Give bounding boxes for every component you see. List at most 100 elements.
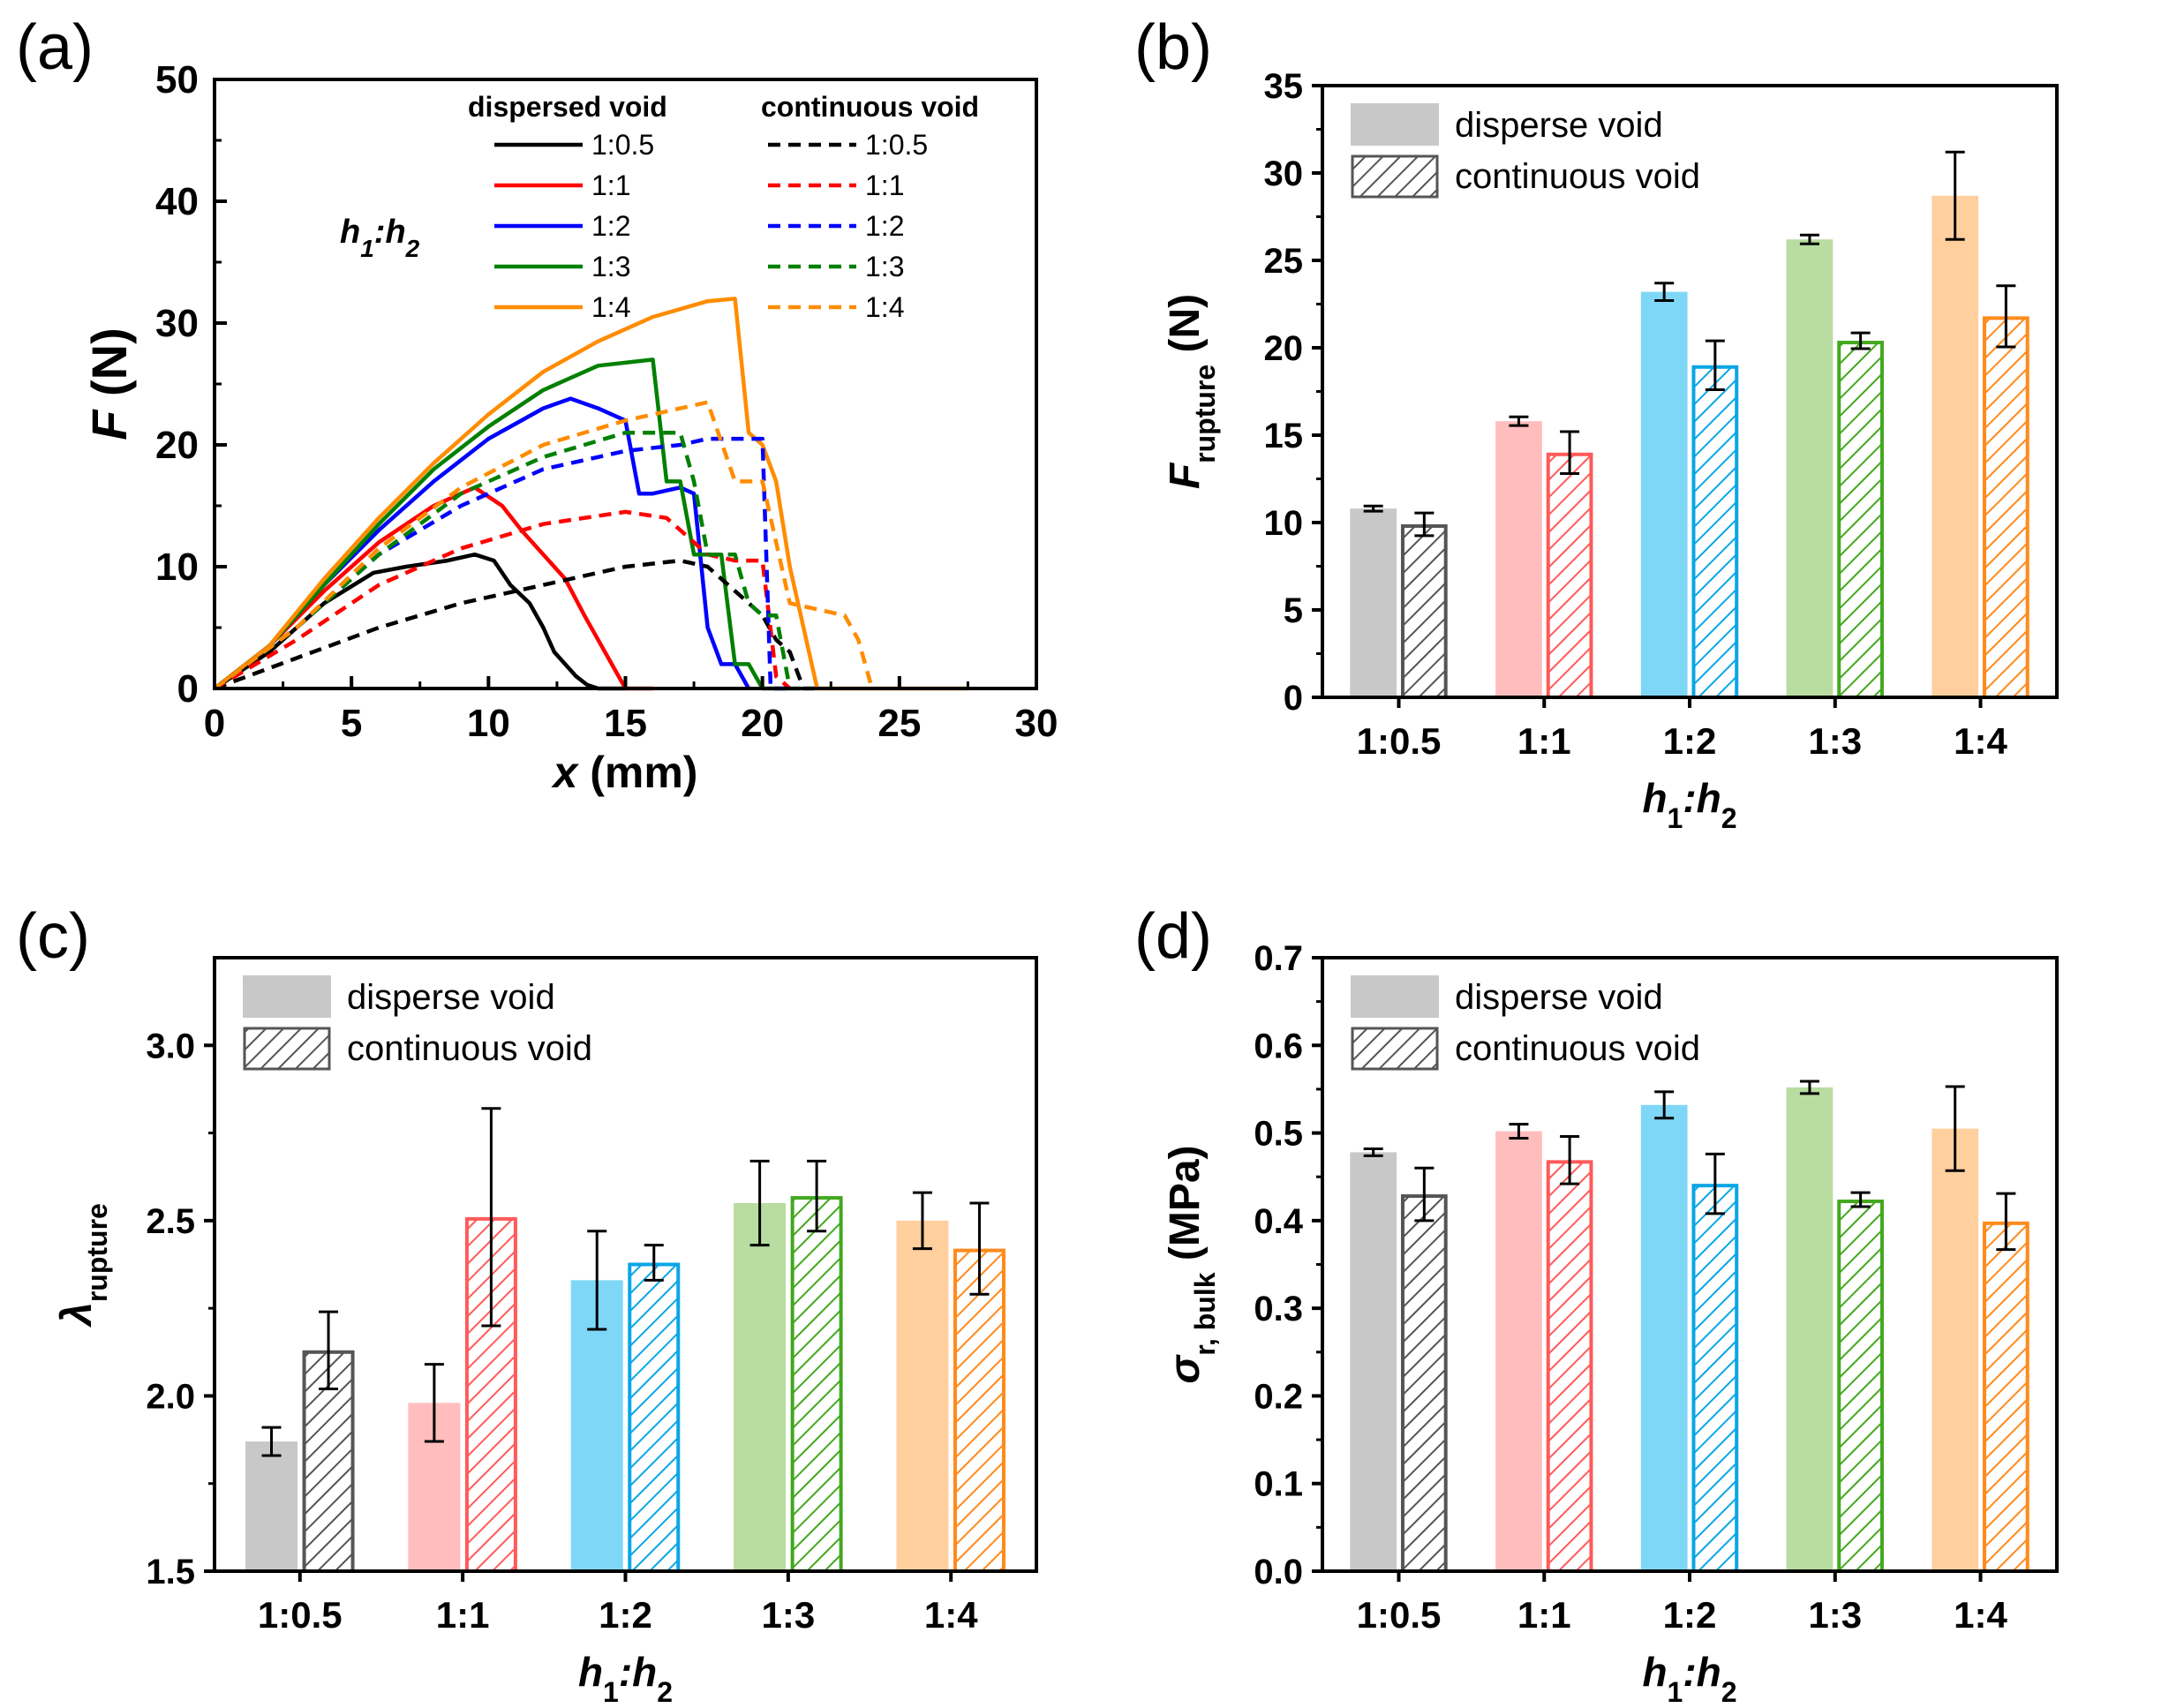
bar-disperse-1-2 [1640, 291, 1688, 697]
legend-title-part: :h [374, 214, 406, 251]
x-tick-label: 20 [741, 702, 784, 745]
legend-label: 1:4 [865, 291, 904, 323]
series-line-continuous-1-3 [213, 430, 804, 691]
x-axis-label-part: :h [1683, 1649, 1721, 1695]
x-axis-label-unit: (mm) [577, 748, 697, 797]
x-axis-label: h1:h2 [1642, 775, 1736, 834]
bar-continuous-1-4 [953, 1248, 1005, 1573]
x-axis-label-part: :h [1683, 775, 1721, 821]
y-axis-label-unit: (MPa) [1162, 1145, 1209, 1272]
chart-d: 1:0.5 1:1 1:2 1:3 1:4 0.0 0.1 0.2 0.3 0.4 0.5 0.6 0.… [1162, 939, 2059, 1708]
legend-label: 1:0.5 [591, 129, 654, 161]
legend-label: 1:2 [865, 210, 904, 242]
x-tick-label: 1:1 [1518, 1594, 1571, 1636]
y-axis-label-unit: (N) [81, 327, 137, 410]
bar-disperse-1-0-5 [245, 1441, 298, 1571]
x-tick-label: 1:0.5 [1357, 1594, 1442, 1636]
bar-disperse-1-0-5 [1350, 1152, 1397, 1571]
bar-continuous-1-3 [1837, 341, 1884, 699]
x-axis-label-sub: 1 [1668, 802, 1683, 834]
x-axis-label-part: h [1642, 775, 1667, 821]
y-axis-label-sub: r, bulk [1189, 1272, 1221, 1355]
y-tick-label: 0.5 [1254, 1115, 1303, 1154]
x-axis-label-sub: 1 [1668, 1676, 1683, 1708]
x-axis-label-sub: 2 [1721, 1676, 1737, 1708]
x-tick-label: 1:4 [1954, 1594, 2007, 1636]
chart-c: 1:0.5 1:1 1:2 1:3 1:4 1.5 2.0 2.5 3.0 h1:h2 λruptu… [54, 956, 1038, 1708]
y-tick-label: 0 [1284, 679, 1303, 718]
bar-disperse-1-3 [1786, 1087, 1834, 1571]
bar-disperse-1-4 [896, 1220, 949, 1571]
x-tick-label: 1:4 [924, 1594, 978, 1636]
legend-title: h1:h2 [340, 214, 420, 262]
x-tick-label: 1:0.5 [1357, 720, 1442, 762]
x-tick-label: 1:2 [1663, 1594, 1717, 1636]
legend-swatch-disperse [1351, 103, 1439, 146]
y-tick-label: 30 [1264, 154, 1304, 193]
panel-label-b: (b) [1134, 12, 1212, 83]
y-tick-label: 30 [155, 302, 199, 345]
x-tick-label: 1:2 [1663, 720, 1717, 762]
series-line-continuous-1-4 [213, 400, 874, 690]
y-tick-label: 0.7 [1254, 939, 1303, 978]
legend-label: 1:4 [591, 291, 630, 323]
x-axis-label-sub: 2 [657, 1676, 673, 1708]
legend-label-disperse: disperse void [1455, 978, 1663, 1017]
chart-a: 0 5 10 15 20 25 30 0 10 20 30 40 50 x (mm) F (N) h1:h2 d… [81, 58, 1058, 797]
bar-continuous-1-3 [790, 1196, 843, 1573]
x-tick-label: 1:0.5 [258, 1594, 343, 1636]
y-tick-label: 15 [1264, 417, 1304, 455]
bar-disperse-1-2 [1640, 1104, 1688, 1571]
x-axis-label: h1:h2 [578, 1649, 673, 1708]
bar-disperse-1-1 [1495, 421, 1542, 697]
bar-disperse-1-3 [1786, 239, 1834, 697]
bar-continuous-1-1 [1546, 1160, 1593, 1573]
x-axis-label-var: x [551, 748, 580, 797]
legend-label: 1:0.5 [865, 129, 928, 161]
legend-title-part: h [340, 214, 360, 251]
y-axis-label-symbol: σ [1162, 1354, 1209, 1384]
bar-continuous-1-4 [1982, 1221, 2030, 1573]
legend-title-sub: 2 [405, 235, 420, 262]
y-axis-label: F (N) [81, 327, 137, 440]
series-line-continuous-1-0-5 [214, 558, 817, 691]
x-tick-label: 1:3 [1808, 720, 1862, 762]
bar-continuous-1-1 [1546, 452, 1593, 699]
x-tick-label: 1:1 [436, 1594, 490, 1636]
y-axis-label: σr, bulk (MPa) [1162, 1145, 1221, 1383]
y-tick-label: 2.5 [146, 1202, 195, 1241]
bar-continuous-1-2 [1691, 1184, 1739, 1573]
y-axis-label-unit: (N) [1162, 294, 1209, 365]
legend-label-continuous: continuous void [347, 1029, 592, 1068]
legend-label: 1:3 [591, 251, 630, 282]
y-tick-label: 10 [1264, 504, 1304, 543]
y-tick-label: 35 [1264, 67, 1304, 106]
legend-header-continuous: continuous void [761, 91, 979, 123]
x-tick-label: 0 [204, 702, 225, 745]
x-axis-label: h1:h2 [1642, 1649, 1736, 1708]
legend-header-dispersed: dispersed void [468, 91, 667, 123]
x-tick-label: 10 [467, 702, 510, 745]
x-tick-label: 1:3 [762, 1594, 816, 1636]
bar-disperse-1-1 [1495, 1131, 1542, 1571]
y-tick-label: 0.4 [1254, 1202, 1303, 1241]
x-tick-label: 30 [1015, 702, 1058, 745]
series-line-dispersed-1-3 [213, 357, 790, 691]
x-axis-label-sub: 2 [1721, 802, 1737, 834]
y-tick-label: 10 [155, 546, 199, 589]
x-axis-label-part: h [1642, 1649, 1667, 1695]
y-tick-label: 20 [155, 424, 199, 467]
bar-disperse-1-3 [734, 1203, 787, 1571]
x-tick-label: 15 [604, 702, 647, 745]
legend-swatch-disperse [243, 975, 331, 1018]
legend-label-continuous: continuous void [1455, 1029, 1700, 1068]
bar-continuous-1-3 [1837, 1200, 1884, 1573]
series-line-dispersed-1-4 [213, 297, 968, 691]
x-axis-label-part: :h [619, 1649, 657, 1695]
legend-label-disperse: disperse void [347, 978, 555, 1017]
y-tick-label: 0.0 [1254, 1553, 1303, 1591]
y-tick-label: 2.0 [146, 1377, 195, 1416]
y-tick-label: 5 [1284, 591, 1303, 630]
y-axis-label-sub: rupture [1189, 365, 1221, 463]
x-axis-label-part: h [578, 1649, 603, 1695]
